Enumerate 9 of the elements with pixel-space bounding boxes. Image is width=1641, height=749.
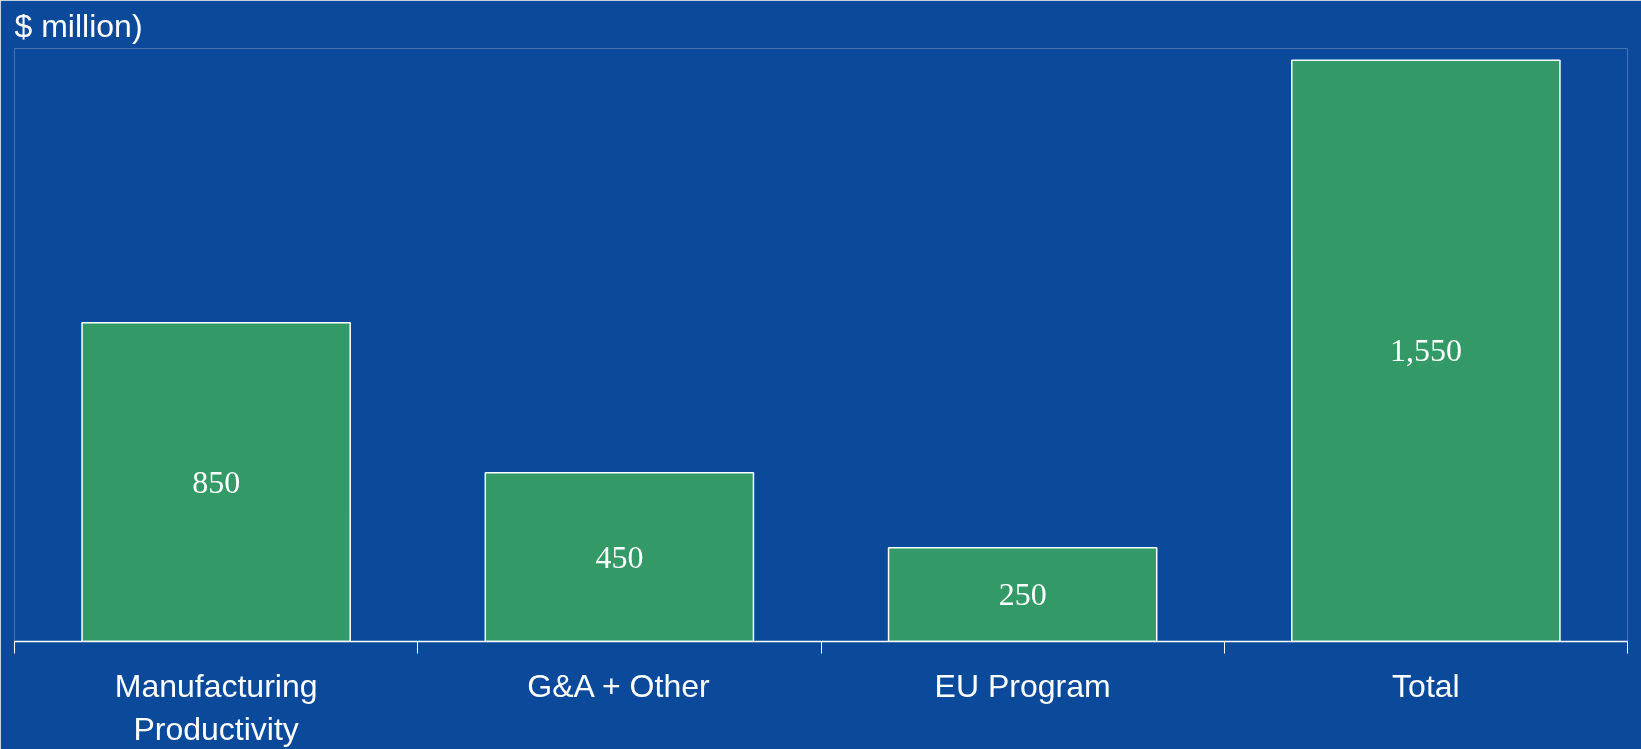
chart-title: $ million) [14, 7, 143, 44]
data-label: 1,550 [1389, 332, 1462, 369]
x-tick-label: Manufacturing Productivity [114, 667, 318, 747]
data-label: 450 [595, 538, 644, 575]
x-tick-label: Total [1392, 667, 1460, 704]
data-label: 850 [192, 463, 241, 500]
x-tick-label: EU Program [934, 667, 1111, 704]
x-tick-label: G&A + Other [527, 667, 710, 704]
data-label: 250 [998, 576, 1047, 613]
